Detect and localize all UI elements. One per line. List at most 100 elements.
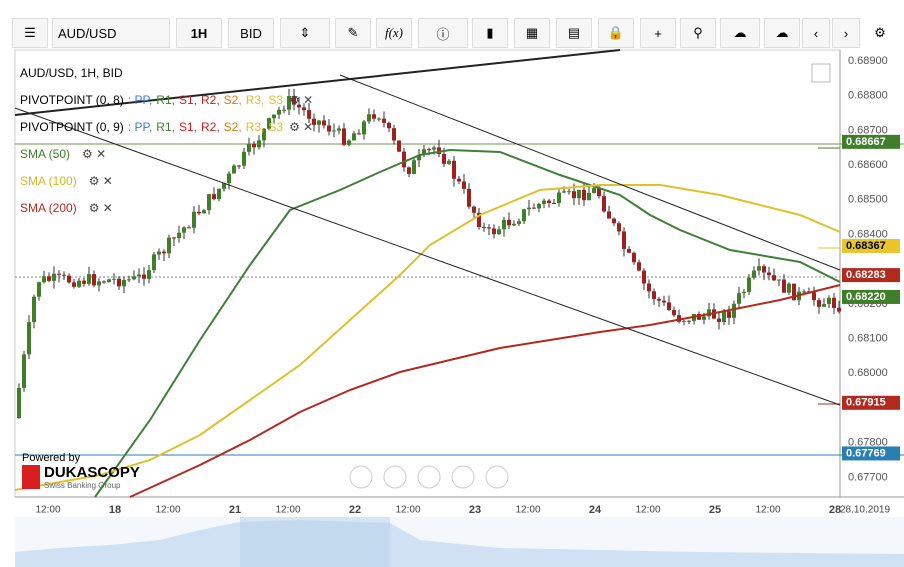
candle-body [477, 212, 481, 228]
candle-body [837, 307, 841, 312]
side-button[interactable]: BID [228, 18, 274, 48]
pivot-item: R3, [245, 93, 265, 107]
candle-body [732, 303, 736, 318]
candle-body [637, 262, 641, 271]
candle-body [612, 218, 616, 224]
candle-body [122, 279, 126, 287]
chart-type-button[interactable]: ⇕ [280, 18, 330, 48]
candle-body [397, 140, 401, 152]
candle-body [562, 191, 566, 193]
price-tag [842, 238, 900, 253]
price-tag [842, 134, 900, 149]
indicator-actions: ⚙ ✕ [289, 120, 314, 134]
candle-body [377, 118, 381, 120]
candle-body [727, 311, 731, 318]
candle-body [177, 232, 181, 239]
time-label: 12:00 [35, 505, 60, 516]
legend-row: SMA (200) ⚙ ✕ [20, 195, 313, 222]
report-button[interactable]: ▤ [556, 18, 592, 48]
time-label: 12:00 [755, 505, 780, 516]
candle-body [572, 191, 576, 199]
time-label: 12:00 [155, 505, 180, 516]
candle-body [532, 207, 536, 209]
candle-body [742, 291, 746, 294]
candle-body [382, 118, 386, 123]
candle-body [22, 354, 26, 388]
candle-body [592, 188, 596, 193]
candle-body [327, 125, 331, 132]
time-label: 12:00 [395, 505, 420, 516]
sma-200-line [129, 284, 841, 498]
candle-body [117, 278, 121, 287]
candle-body [127, 279, 131, 281]
pivot-item: R1, [156, 93, 175, 107]
candle-body [437, 147, 441, 155]
time-label: 28 [829, 504, 841, 516]
candle-body [77, 280, 81, 287]
upload-button[interactable]: ☁ [720, 18, 760, 48]
candle-body [97, 281, 101, 286]
candle-body [392, 128, 396, 141]
price-label: 0.67800 [848, 437, 888, 449]
candle-body [152, 254, 156, 271]
price-tag-label: 0.68220 [846, 291, 886, 303]
lock-button[interactable]: 🔒 [598, 18, 634, 48]
indicator-name: SMA (200) [20, 201, 77, 215]
time-label: 12:00 [275, 505, 300, 516]
candle-body [582, 189, 586, 201]
candle-body [172, 237, 176, 239]
navigator [15, 517, 904, 567]
price-tag [842, 446, 900, 461]
candle-body [147, 270, 151, 279]
candle-body [482, 227, 486, 229]
legend-row: PIVOTPOINT (0, 8): PP, R1, S1, R2, S2, R3, S3 ⚙… [20, 87, 313, 114]
navigation-buttons [349, 465, 509, 489]
candle-body [747, 277, 751, 292]
pivot-item: : PP, [127, 93, 153, 107]
calendar-button[interactable]: ▦ [514, 18, 550, 48]
price-label: 0.68600 [848, 159, 888, 171]
price-label: 0.68200 [848, 298, 888, 310]
legend-row: PIVOTPOINT (0, 9): PP, R1, S1, R2, S2, R3, S3 ⚙… [20, 114, 313, 141]
pivot-item: R1, [156, 120, 175, 134]
info-button[interactable]: ⓘ [418, 18, 468, 48]
indicator-button[interactable]: f(x) [376, 18, 412, 48]
pivot-item: S1, [178, 120, 197, 134]
candle-body [642, 270, 646, 284]
candle-body [72, 282, 76, 287]
candle-body [827, 297, 831, 305]
candle-body [337, 128, 341, 131]
candle-body [772, 275, 776, 281]
volume-button[interactable]: ▮ [472, 18, 508, 48]
candle-body [812, 292, 816, 301]
powered-by: Powered by [22, 452, 81, 464]
price-tag-label: 0.68283 [846, 269, 886, 281]
candle-body [712, 309, 716, 319]
zoom-button[interactable]: ⚲ [680, 18, 716, 48]
candle-body [32, 296, 36, 323]
download-button[interactable]: ☁ [764, 18, 800, 48]
menu-button[interactable]: ☰ [12, 18, 48, 48]
settings-button[interactable]: ⚙ [864, 18, 896, 48]
candle-body [422, 149, 426, 155]
candle-body [87, 274, 91, 284]
price-tag-label: 0.67915 [846, 397, 886, 409]
timeframe-button[interactable]: 1H [176, 18, 222, 48]
pivot-item: S3 [268, 120, 284, 134]
crosshair-button[interactable]: + [640, 18, 676, 48]
candle-body [587, 192, 591, 201]
candle-body [552, 202, 556, 204]
back-button[interactable]: ‹ [802, 18, 830, 48]
draw-button[interactable]: ✎ [335, 18, 371, 48]
forward-button[interactable]: › [832, 18, 860, 48]
candle-body [597, 188, 601, 197]
price-tag [842, 268, 900, 283]
brand-tagline: Swiss Banking Group [44, 481, 121, 490]
instrument-field[interactable]: AUD/USD [52, 18, 170, 48]
candle-body [412, 160, 416, 174]
candle-body [47, 276, 51, 281]
pivot-item: R3, [245, 120, 265, 134]
candle-body [37, 282, 41, 297]
